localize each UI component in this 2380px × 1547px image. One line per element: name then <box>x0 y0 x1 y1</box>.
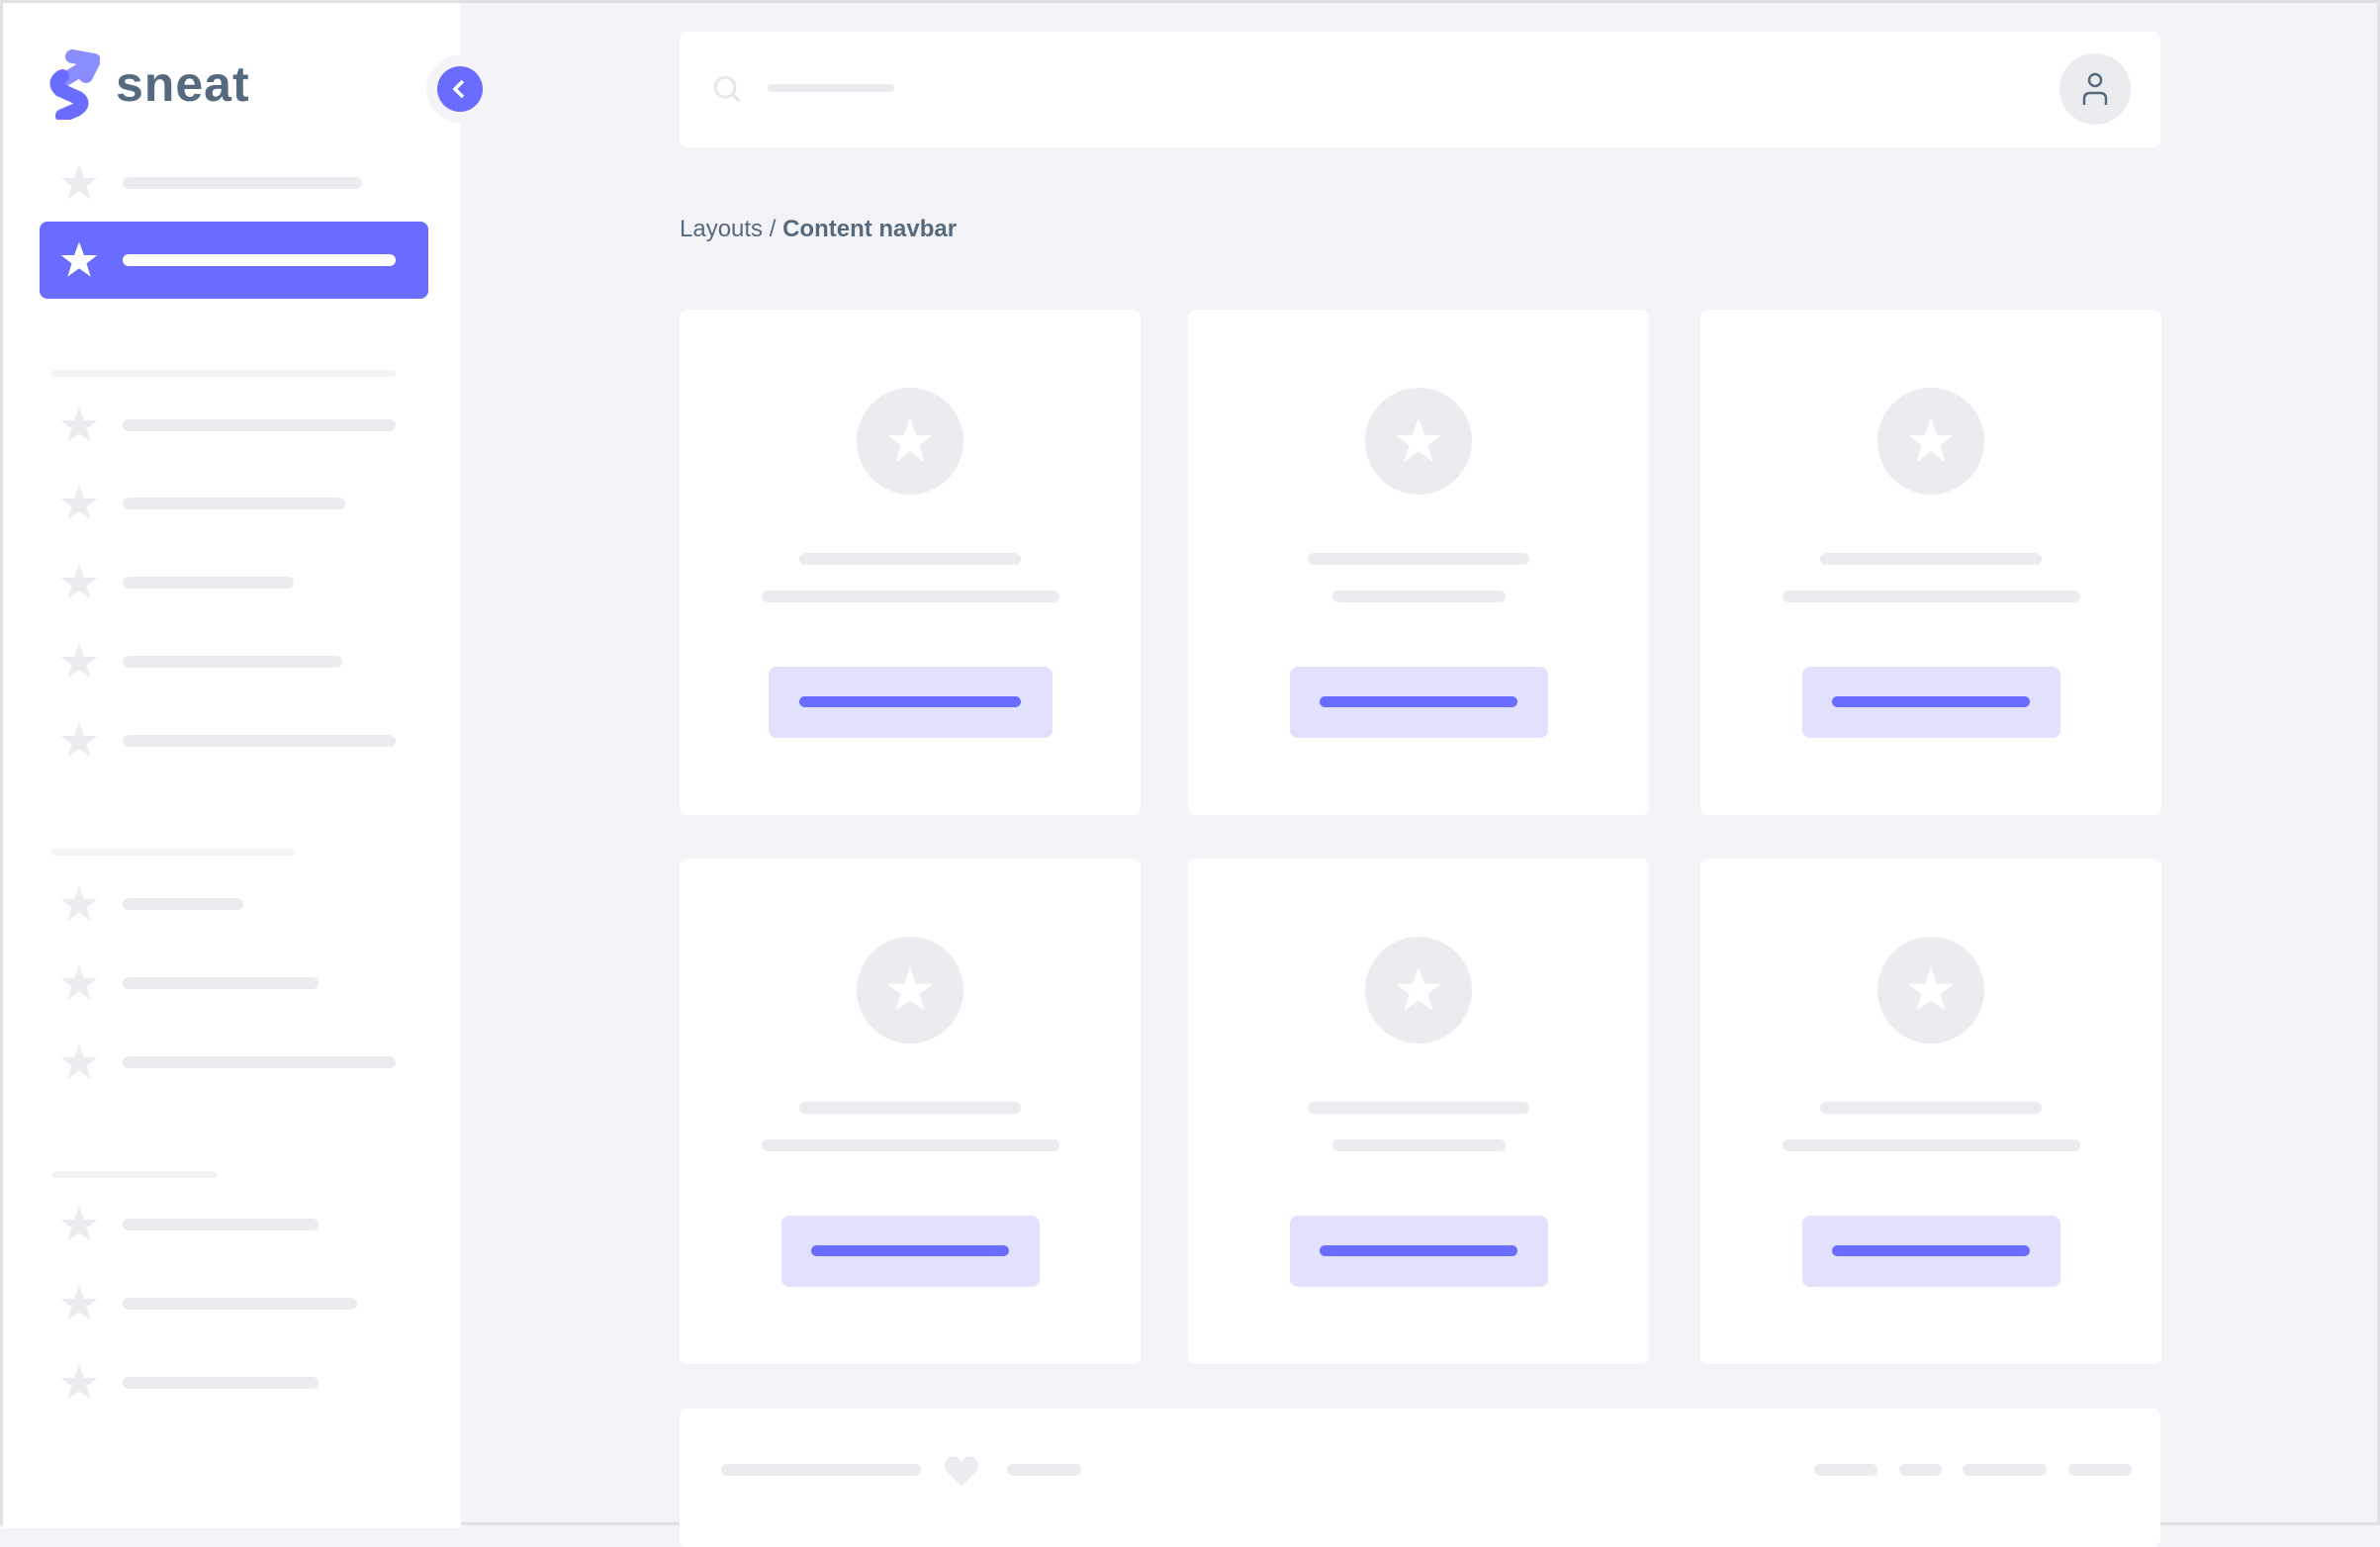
card-button[interactable] <box>1289 667 1548 738</box>
footer-link[interactable] <box>1814 1464 1877 1476</box>
user-icon <box>2082 72 2108 105</box>
card <box>1188 859 1649 1364</box>
star-icon <box>60 1206 98 1241</box>
menu-item-active[interactable] <box>40 222 428 299</box>
menu-section-header <box>51 849 295 856</box>
star-icon <box>887 967 933 1011</box>
top-navbar <box>680 32 2160 147</box>
search-input[interactable] <box>768 84 894 92</box>
menu-item[interactable] <box>3 563 461 602</box>
menu-item[interactable] <box>3 484 461 523</box>
star-icon <box>60 643 98 679</box>
star-icon <box>60 164 98 200</box>
card-icon <box>1877 388 1984 495</box>
user-avatar[interactable] <box>2060 53 2131 125</box>
chevron-left-icon <box>452 79 465 99</box>
star-icon <box>60 241 98 277</box>
menu-item[interactable] <box>3 1363 461 1403</box>
card <box>1700 859 2161 1364</box>
card <box>680 310 1141 815</box>
card-button[interactable] <box>1289 1216 1548 1287</box>
card-icon <box>1365 388 1472 495</box>
menu-item[interactable] <box>3 884 461 924</box>
sidebar: sneat <box>3 3 461 1528</box>
card-button[interactable] <box>1801 1216 2060 1287</box>
sneat-logo-icon <box>49 49 100 120</box>
card-button[interactable] <box>1801 667 2060 738</box>
breadcrumb-separator: / <box>763 216 783 242</box>
star-icon <box>60 964 98 1000</box>
star-icon <box>60 1364 98 1400</box>
star-icon <box>887 418 933 462</box>
menu-item[interactable] <box>3 406 461 445</box>
card-icon <box>1365 937 1472 1044</box>
card-button[interactable] <box>768 667 1053 738</box>
menu-item[interactable] <box>3 642 461 682</box>
card-icon <box>1877 937 1984 1044</box>
card-icon <box>857 937 963 1044</box>
star-icon <box>60 1044 98 1079</box>
star-icon <box>60 722 98 758</box>
menu-section-header <box>51 370 396 377</box>
footer-link[interactable] <box>2068 1464 2132 1476</box>
card-button[interactable] <box>780 1216 1040 1287</box>
star-icon <box>1908 418 1954 462</box>
card-icon <box>857 388 963 495</box>
brand-name: sneat <box>116 56 250 112</box>
menu-item[interactable] <box>3 963 461 1003</box>
card <box>1700 310 2161 815</box>
footer-link[interactable] <box>1963 1464 2047 1476</box>
menu-section-header <box>51 1171 218 1178</box>
footer <box>680 1409 2160 1547</box>
breadcrumb: Layouts / Content navbar <box>680 216 957 243</box>
breadcrumb-parent[interactable]: Layouts <box>680 216 764 242</box>
menu-item[interactable] <box>3 721 461 761</box>
star-icon <box>60 885 98 921</box>
menu-item[interactable] <box>3 1043 461 1082</box>
star-icon <box>1396 418 1441 462</box>
collapse-sidebar-button[interactable] <box>426 55 494 123</box>
card <box>680 859 1141 1364</box>
star-icon <box>60 1285 98 1320</box>
star-icon <box>1908 967 1954 1011</box>
breadcrumb-current: Content navbar <box>782 216 958 242</box>
menu-item[interactable] <box>3 1284 461 1323</box>
logo[interactable]: sneat <box>46 48 250 120</box>
heart-icon <box>944 1456 979 1487</box>
search-icon[interactable] <box>711 73 745 107</box>
menu-item-1[interactable] <box>3 163 461 203</box>
star-icon <box>60 485 98 520</box>
star-icon <box>1396 967 1441 1011</box>
star-icon <box>60 564 98 599</box>
card <box>1188 310 1649 815</box>
menu-item[interactable] <box>3 1205 461 1244</box>
footer-link[interactable] <box>1899 1464 1942 1476</box>
star-icon <box>60 407 98 442</box>
